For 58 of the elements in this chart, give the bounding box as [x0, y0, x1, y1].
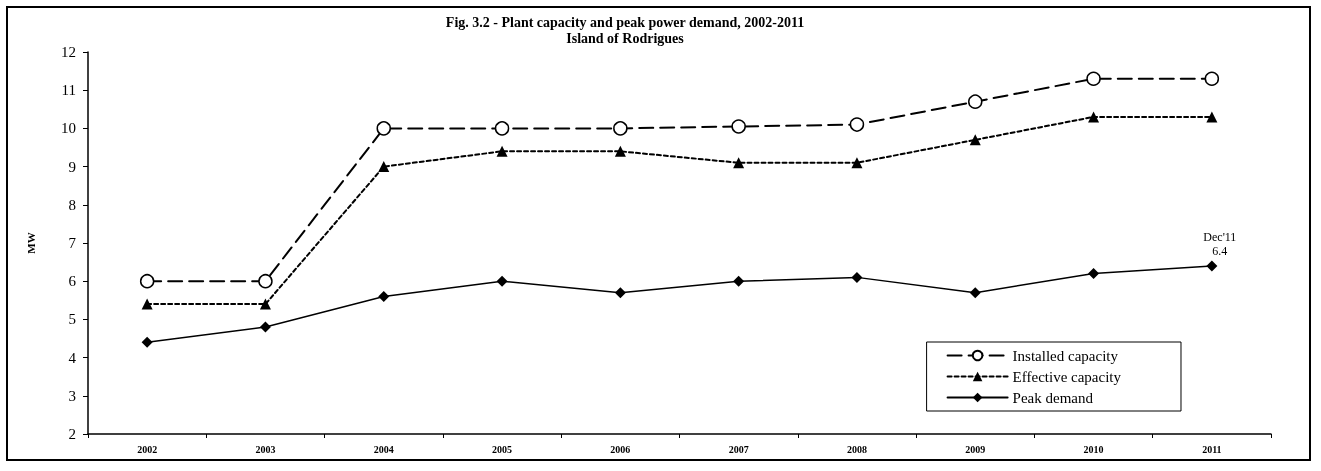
y-tick-label: 5 [68, 311, 76, 328]
point [378, 161, 390, 173]
point [968, 94, 983, 109]
point [1206, 260, 1218, 272]
annotation: Dec'11 6.4 [1203, 229, 1237, 258]
point [613, 121, 628, 136]
point [259, 298, 271, 310]
point [849, 117, 865, 132]
point [1088, 268, 1100, 280]
point [141, 336, 153, 348]
y-tick-label: 2 [68, 426, 76, 442]
point [494, 121, 510, 136]
point [851, 157, 863, 169]
y-tick-label: 6 [68, 273, 77, 290]
y-tick-label: 10 [61, 120, 76, 137]
y-axis-title: MW [24, 232, 37, 254]
x-tick-label: 2006 [610, 443, 631, 455]
point [1088, 111, 1100, 123]
point [139, 273, 155, 289]
x-tick-label: 2010 [1083, 443, 1104, 455]
x-tick-label: 2011 [1202, 443, 1222, 455]
y-tick-label: 3 [68, 387, 76, 404]
legend-label: Peak demand [1012, 389, 1094, 406]
point [496, 145, 508, 157]
chart-title: Fig. 3.2 - Plant capacity and peak power demand, 2002-2011 [445, 14, 805, 30]
point [141, 298, 153, 310]
legend-label: Installed capacity [1012, 347, 1119, 364]
x-tick-label: 2004 [373, 443, 394, 455]
x-tick-label: 2002 [137, 443, 158, 455]
point [259, 321, 271, 333]
point [731, 119, 746, 134]
point [851, 271, 863, 283]
point [1206, 111, 1218, 123]
x-tick-label: 2009 [965, 443, 986, 455]
y-tick-label: 8 [68, 196, 76, 213]
legend-label: Effective capacity [1012, 368, 1122, 385]
point [969, 134, 981, 146]
point [969, 287, 981, 299]
y-tick-label: 4 [68, 349, 77, 366]
point [614, 287, 626, 299]
point [376, 121, 391, 136]
x-tick-label: 2005 [492, 443, 513, 455]
point [614, 145, 626, 157]
x-tick-label: 2008 [846, 443, 867, 455]
y-tick-label: 12 [61, 44, 76, 60]
point [378, 290, 390, 302]
point [496, 275, 508, 287]
point [258, 273, 273, 289]
point [733, 157, 745, 169]
y-tick-label: 11 [61, 82, 76, 99]
y-tick-label: 9 [68, 158, 76, 175]
x-tick-label: 2003 [255, 443, 276, 455]
x-tick-label: 2007 [728, 443, 749, 455]
chart-subtitle: Island of Rodrigues [566, 30, 685, 46]
point [1204, 71, 1220, 86]
y-tick-label: 7 [68, 235, 77, 251]
point [1086, 71, 1101, 86]
point [733, 275, 745, 287]
